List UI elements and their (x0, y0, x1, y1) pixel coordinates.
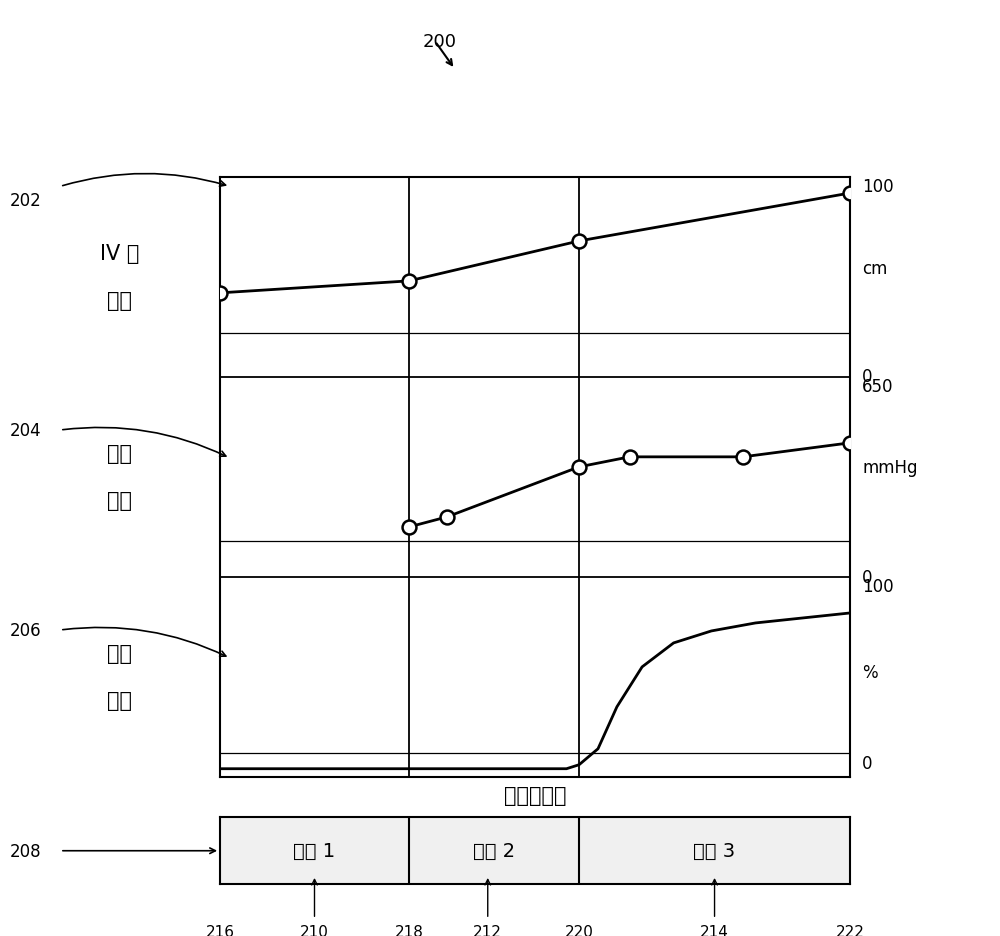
X-axis label: 脚蹏板位置: 脚蹏板位置 (504, 785, 566, 805)
Text: 超声: 超声 (108, 644, 132, 664)
Text: 0: 0 (862, 568, 872, 586)
Text: 高度: 高度 (108, 291, 132, 311)
Text: 流控: 流控 (108, 444, 132, 464)
Text: 202: 202 (10, 192, 42, 210)
Text: 218: 218 (395, 924, 423, 936)
Text: 214: 214 (700, 924, 729, 936)
Text: 222: 222 (836, 924, 864, 936)
Text: 200: 200 (423, 33, 457, 51)
Text: 0: 0 (862, 368, 872, 386)
Text: 真空: 真空 (108, 490, 132, 511)
Text: 0: 0 (862, 754, 872, 772)
Text: 100: 100 (862, 178, 894, 196)
Text: cm: cm (862, 259, 887, 277)
Text: 206: 206 (10, 622, 42, 639)
Text: 范围 2: 范围 2 (473, 841, 515, 860)
Text: IV 杆: IV 杆 (100, 244, 140, 264)
Text: 范围 3: 范围 3 (693, 841, 736, 860)
Text: 范围 1: 范围 1 (293, 841, 336, 860)
Text: 功率: 功率 (108, 691, 132, 710)
Text: %: % (862, 664, 878, 681)
Text: mmHg: mmHg (862, 459, 918, 477)
Text: 204: 204 (10, 421, 42, 440)
Text: 212: 212 (473, 924, 502, 936)
Text: 210: 210 (300, 924, 329, 936)
Text: 650: 650 (862, 377, 894, 395)
Text: 208: 208 (10, 841, 42, 860)
Text: 100: 100 (862, 578, 894, 595)
Text: 216: 216 (206, 924, 234, 936)
Text: 220: 220 (565, 924, 594, 936)
